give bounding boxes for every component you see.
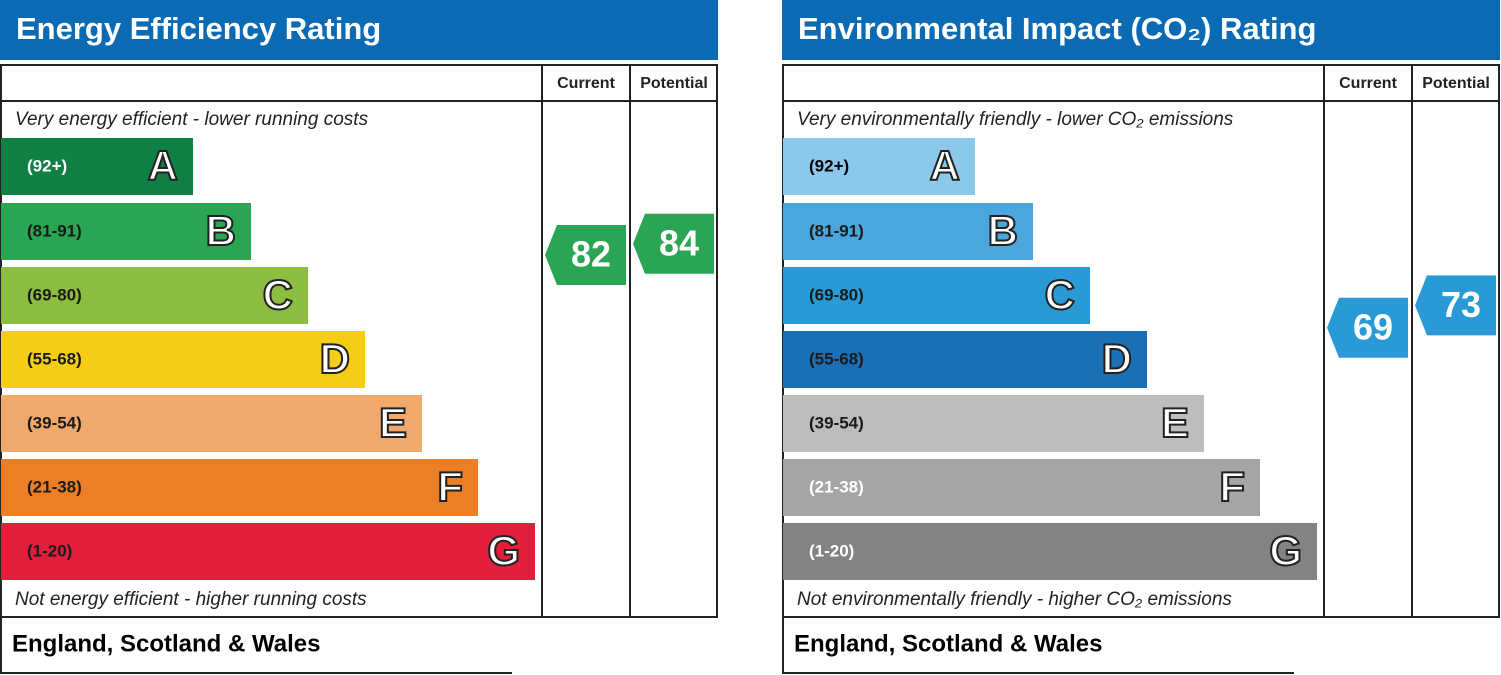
band [783,395,1204,452]
band-range: (1-20) [27,541,72,560]
band-letter: E [379,399,407,446]
band [783,267,1090,324]
band-letter: A [930,142,960,189]
band-range: (1-20) [809,541,854,560]
bottom-note: Not energy efficient - higher running co… [15,589,367,610]
band [1,459,478,516]
band [1,138,193,195]
top-note: Very environmentally friendly - lower CO… [797,109,1234,130]
band [783,203,1033,260]
band-range: (55-68) [27,349,82,368]
band-letter: E [1161,399,1189,446]
rating-arrow [1327,297,1408,358]
band [1,523,535,580]
band-range: (21-38) [809,477,864,496]
band-letter: B [988,207,1018,254]
column-header: Current [1339,75,1397,92]
panel-title: Energy Efficiency Rating [16,11,381,46]
band [1,267,308,324]
band-letter: F [1219,463,1245,510]
band [1,331,365,388]
footer: England, Scotland & Wales [12,630,320,657]
rating-value: 73 [1441,284,1481,325]
band-range: (39-54) [809,413,864,432]
band [783,138,975,195]
band-range: (55-68) [809,349,864,368]
band-range: (39-54) [27,413,82,432]
band [1,395,422,452]
bottom-note: Not environmentally friendly - higher CO… [797,589,1232,610]
rating-value: 69 [1353,306,1393,347]
header-bar [782,0,1500,60]
band-range: (81-91) [809,221,864,240]
band-letter: A [148,142,178,189]
column-header: Current [557,75,615,92]
band-letter: C [1045,271,1075,318]
panel-title: Environmental Impact (CO₂) Rating [798,11,1316,46]
band-range: (92+) [27,156,67,175]
footer: England, Scotland & Wales [794,630,1102,657]
band-letter: D [1102,335,1132,382]
band-letter: F [437,463,463,510]
band-range: (92+) [809,156,849,175]
band-letter: C [263,271,293,318]
band-range: (81-91) [27,221,82,240]
header-bar [0,0,718,60]
band [783,459,1260,516]
band [1,203,251,260]
band-range: (69-80) [809,285,864,304]
column-header: Potential [640,75,708,92]
band [783,331,1147,388]
band-range: (69-80) [27,285,82,304]
band-letter: D [320,335,350,382]
band-range: (21-38) [27,477,82,496]
band [783,523,1317,580]
band-letter: G [487,527,520,574]
rating-arrow [633,213,714,274]
band-letter: B [206,207,236,254]
rating-arrow [545,225,626,285]
top-note: Very energy efficient - lower running co… [15,109,369,130]
rating-value: 84 [659,222,699,263]
rating-arrow [1415,275,1496,336]
column-header: Potential [1422,75,1490,92]
band-letter: G [1269,527,1302,574]
rating-value: 82 [571,234,611,275]
